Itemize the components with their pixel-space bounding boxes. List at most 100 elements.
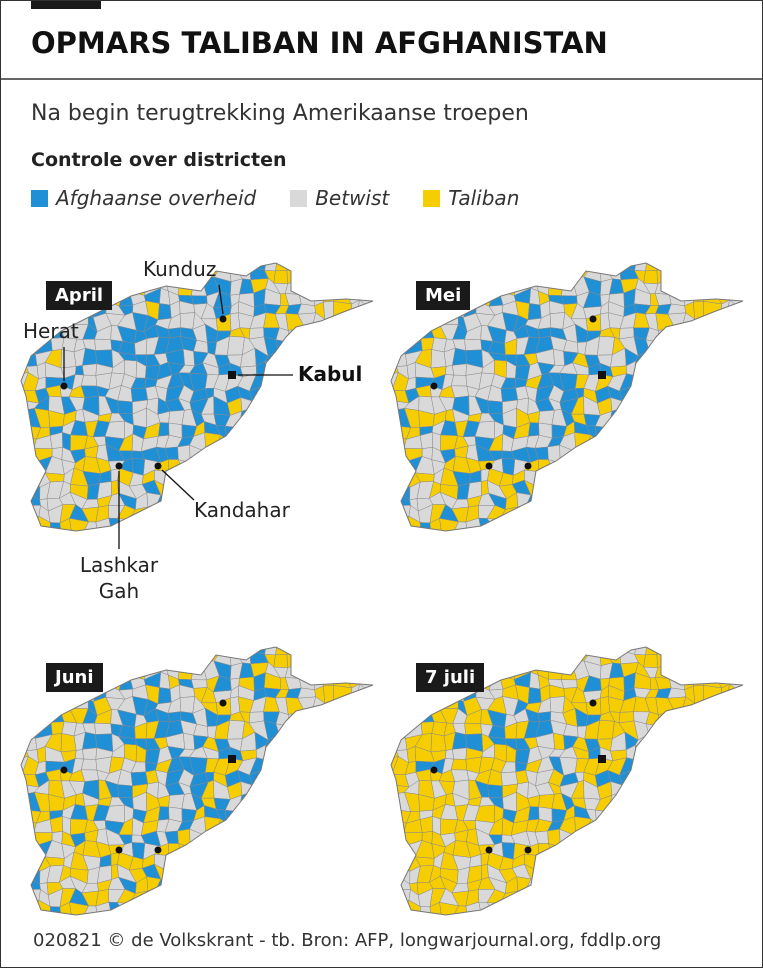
district	[391, 647, 397, 651]
district	[391, 263, 397, 267]
district	[692, 434, 711, 452]
district	[106, 647, 125, 656]
district	[21, 913, 24, 915]
district	[226, 720, 245, 740]
district	[311, 853, 328, 869]
district	[475, 280, 496, 292]
district	[611, 817, 623, 836]
district	[84, 647, 99, 653]
district	[369, 769, 373, 786]
district	[371, 857, 373, 869]
district	[619, 483, 637, 495]
city-dot	[115, 846, 123, 854]
district	[215, 880, 233, 896]
district	[241, 842, 255, 855]
legend-swatch	[290, 189, 308, 207]
district	[682, 768, 697, 788]
district	[301, 468, 317, 485]
district	[718, 534, 730, 542]
district	[182, 468, 197, 487]
district	[118, 647, 137, 654]
district	[24, 647, 40, 653]
district	[312, 891, 326, 906]
district	[391, 492, 399, 512]
district	[695, 518, 712, 531]
district	[741, 711, 743, 728]
district	[132, 652, 148, 667]
district	[600, 828, 615, 847]
district	[94, 722, 113, 735]
district	[391, 735, 397, 752]
district	[264, 744, 282, 761]
district	[237, 878, 253, 895]
district	[608, 906, 628, 915]
district	[301, 901, 314, 915]
district	[213, 479, 231, 500]
district	[636, 503, 648, 522]
district	[739, 769, 743, 786]
district	[630, 479, 649, 495]
district	[215, 263, 234, 272]
district	[333, 434, 353, 451]
district	[216, 892, 232, 906]
district	[704, 398, 724, 416]
district	[705, 270, 721, 283]
district	[703, 424, 723, 437]
district	[32, 696, 51, 712]
district	[372, 515, 373, 531]
district	[38, 267, 50, 278]
district	[297, 734, 317, 752]
district	[261, 912, 277, 915]
district	[704, 411, 717, 429]
district	[669, 819, 687, 834]
district	[22, 515, 40, 531]
district	[213, 841, 233, 860]
subtitle: Na begin terugtrekking Amerikaanse troep…	[31, 101, 529, 126]
district	[702, 772, 724, 785]
district	[695, 719, 707, 738]
district	[742, 914, 743, 915]
district	[24, 263, 40, 269]
district	[59, 913, 77, 915]
district	[312, 792, 323, 809]
district	[301, 422, 314, 439]
district	[309, 911, 329, 915]
district	[358, 492, 373, 511]
district	[648, 768, 660, 784]
district	[477, 911, 496, 915]
district	[728, 400, 741, 416]
district	[467, 647, 480, 657]
district	[585, 880, 603, 896]
district	[21, 889, 30, 905]
district	[655, 829, 671, 845]
district	[273, 892, 292, 904]
district	[694, 761, 708, 773]
district	[80, 758, 98, 771]
district	[667, 483, 683, 498]
district	[311, 867, 325, 881]
district	[332, 843, 348, 860]
district	[332, 854, 350, 868]
district	[238, 808, 258, 823]
district	[548, 659, 565, 680]
district	[370, 647, 373, 654]
district	[105, 664, 126, 676]
district	[22, 700, 42, 715]
district	[242, 891, 258, 908]
district	[324, 856, 341, 869]
district	[349, 492, 364, 511]
district	[552, 881, 568, 894]
district	[358, 791, 373, 810]
district	[564, 506, 579, 519]
district	[643, 654, 659, 669]
district	[620, 528, 637, 531]
district	[574, 516, 591, 531]
district	[512, 901, 530, 915]
district	[704, 279, 718, 296]
district	[681, 469, 698, 485]
district	[718, 918, 730, 926]
district	[696, 458, 710, 476]
district	[694, 856, 711, 869]
district	[183, 481, 198, 499]
district	[683, 665, 696, 680]
